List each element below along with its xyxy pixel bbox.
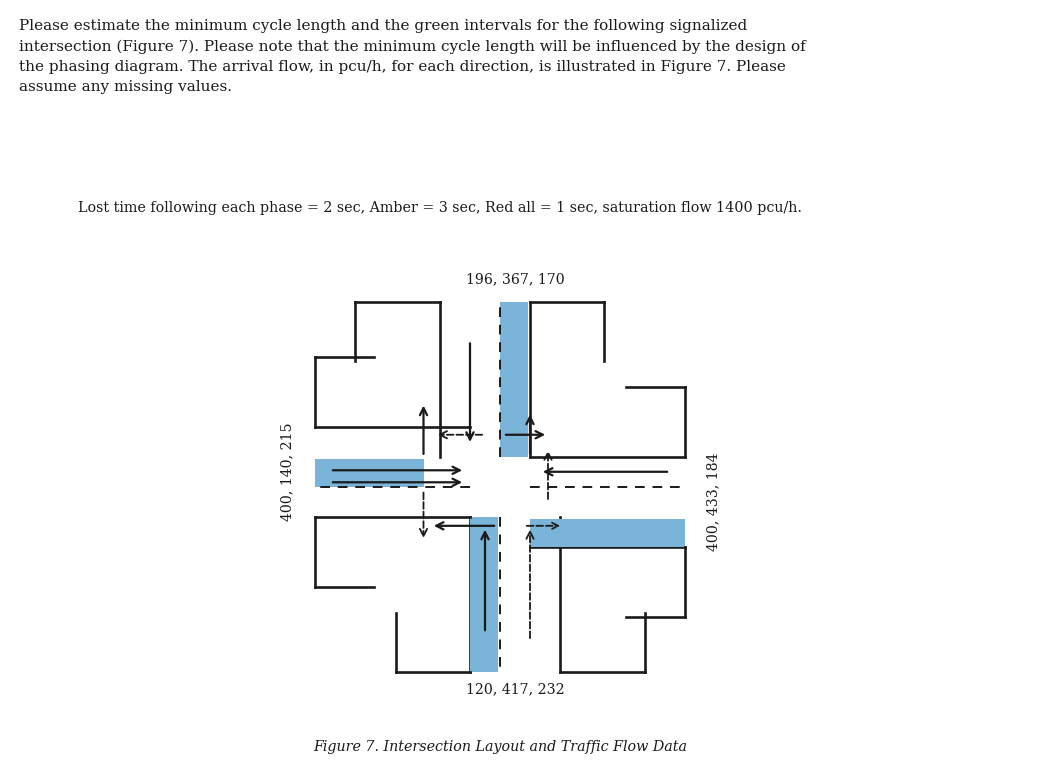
Text: 400, 433, 184: 400, 433, 184 [706, 452, 720, 551]
Text: Lost time following each phase = 2 sec, Amber = 3 sec, Red all = 1 sec, saturati: Lost time following each phase = 2 sec, … [78, 201, 802, 215]
Text: 196, 367, 170: 196, 367, 170 [466, 273, 564, 286]
Text: 400, 140, 215: 400, 140, 215 [280, 422, 295, 521]
Text: 120, 417, 232: 120, 417, 232 [466, 682, 564, 696]
Bar [530, 519, 685, 547]
Bar [315, 459, 424, 487]
Bar [500, 302, 528, 457]
Text: Please estimate the minimum cycle length and the green intervals for the followi: Please estimate the minimum cycle length… [19, 19, 806, 94]
Text: Figure 7. Intersection Layout and Traffic Flow Data: Figure 7. Intersection Layout and Traffi… [313, 740, 686, 754]
Bar [470, 516, 498, 672]
